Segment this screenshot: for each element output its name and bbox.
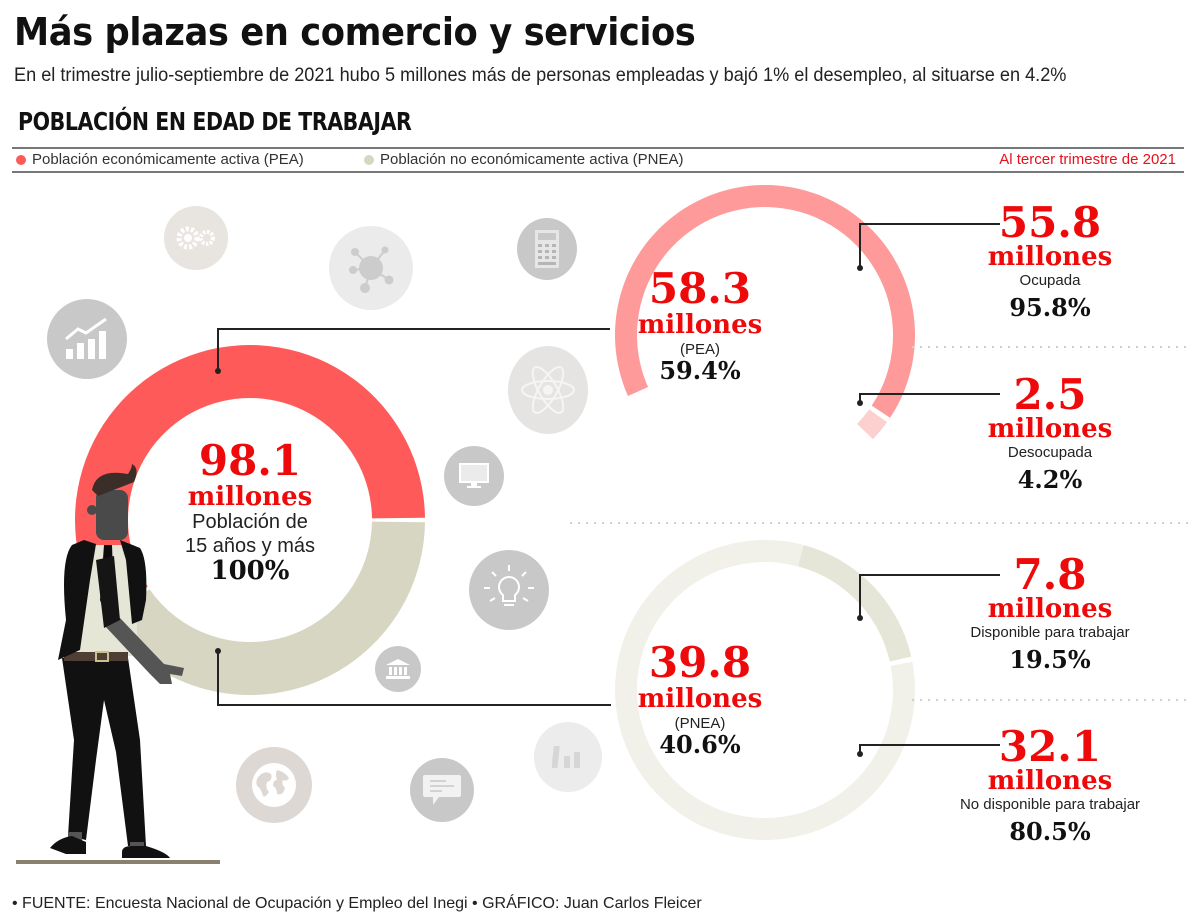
page-subtitle: En el trimestre julio-septiembre de 2021… — [14, 64, 1067, 86]
connector-dot-disponible — [857, 615, 863, 621]
chat-icon — [410, 758, 474, 822]
callout-unit: millones — [987, 242, 1113, 272]
pnea-unit: millones — [637, 684, 763, 714]
callout-label: No disponible para trabajar — [959, 796, 1141, 813]
callout-unit: millones — [987, 766, 1113, 796]
callout-value: 55.8 — [998, 198, 1102, 247]
pnea-value: 39.8 — [648, 638, 752, 687]
businessman-illustration — [50, 464, 184, 858]
connector-pea — [217, 328, 610, 371]
donut-pnea — [615, 540, 915, 841]
connector-ocupada — [859, 223, 1000, 268]
legend-item-pnea: Población no económicamente activa (PNEA… — [364, 151, 684, 168]
callout-pct: 4.2% — [1017, 464, 1083, 494]
callout-value: 2.5 — [1013, 370, 1087, 419]
legend-item-pea: Población económicamente activa (PEA) — [16, 151, 304, 168]
connector-dot-desocupada — [857, 400, 863, 406]
pnea-center-label: 39.8 millones (PNEA) 40.6% — [620, 642, 780, 757]
legend-period: Al tercer trimestre de 2021 — [999, 151, 1176, 168]
total-pct: 100% — [210, 556, 290, 586]
calculator-icon — [517, 218, 577, 280]
growth-chart-icon — [47, 299, 127, 379]
total-unit: millones — [187, 482, 313, 512]
callout-label: Desocupada — [1007, 444, 1093, 461]
callout-pct: 95.8% — [1009, 292, 1091, 322]
callout-no-disponible: 32.1 millones No disponible para trabaja… — [950, 726, 1150, 844]
lightbulb-icon — [469, 550, 549, 630]
pea-center-label: 58.3 millones (PEA) 59.4% — [620, 268, 780, 383]
connector-pnea — [217, 651, 611, 706]
pnea-pct: 40.6% — [659, 729, 741, 759]
connector-dot-ocupada — [857, 265, 863, 271]
donut-total — [75, 345, 425, 696]
connector-dot-pnea — [215, 648, 221, 654]
callout-disponible: 7.8 millones Disponible para trabajar 19… — [950, 554, 1150, 672]
callout-label: Disponible para trabajar — [970, 624, 1130, 641]
slice-pea — [75, 345, 425, 616]
network-icon — [329, 226, 413, 310]
section-title: POBLACIÓN EN EDAD DE TRABAJAR — [18, 107, 412, 136]
globe-icon — [236, 747, 312, 823]
callout-unit: millones — [987, 414, 1113, 444]
callout-desocupada: 2.5 millones Desocupada 4.2% — [950, 374, 1150, 492]
connector-dot-pea — [215, 368, 221, 374]
callout-pct: 80.5% — [1009, 816, 1091, 846]
legend-label-pea: Población económicamente activa (PEA) — [32, 151, 304, 168]
atom-icon — [508, 346, 588, 434]
legend-dot-pea — [16, 154, 26, 165]
pea-label: (PEA) — [679, 341, 720, 358]
slice-pnea — [105, 521, 425, 696]
legend-bar: Población económicamente activa (PEA) Po… — [12, 147, 1184, 173]
page-title: Más plazas en comercio y servicios — [14, 10, 696, 54]
slice-desocupada — [857, 409, 888, 440]
total-label-2: 15 años y más — [184, 535, 316, 557]
slice-disponible-para-trabajar — [780, 541, 912, 662]
callout-unit: millones — [987, 594, 1113, 624]
connector-disponible — [859, 574, 1000, 618]
callout-value: 7.8 — [1013, 550, 1087, 599]
callout-pct: 19.5% — [1009, 644, 1091, 674]
pea-unit: millones — [637, 310, 763, 340]
callout-ocupada: 55.8 millones Ocupada 95.8% — [950, 202, 1150, 320]
callout-label: Ocupada — [1019, 272, 1081, 289]
total-label-1: Población de — [192, 511, 308, 533]
footer-source: • FUENTE: Encuesta Nacional de Ocupación… — [12, 895, 702, 912]
monitor-icon — [444, 446, 504, 506]
bar-chart-icon — [534, 722, 602, 792]
gears-icon — [164, 206, 228, 270]
pea-pct: 59.4% — [659, 355, 741, 385]
legend-dot-pnea — [364, 154, 374, 165]
callout-value: 32.1 — [998, 722, 1102, 771]
legend-label-pnea: Población no económicamente activa (PNEA… — [380, 151, 684, 168]
bank-icon — [375, 646, 421, 692]
pnea-label: (PNEA) — [674, 715, 726, 732]
pea-value: 58.3 — [648, 264, 752, 313]
connector-dot-no-disponible — [857, 751, 863, 757]
total-center-label: 98.1 millones Población de 15 años y más… — [170, 436, 330, 586]
total-value: 98.1 — [198, 436, 302, 485]
